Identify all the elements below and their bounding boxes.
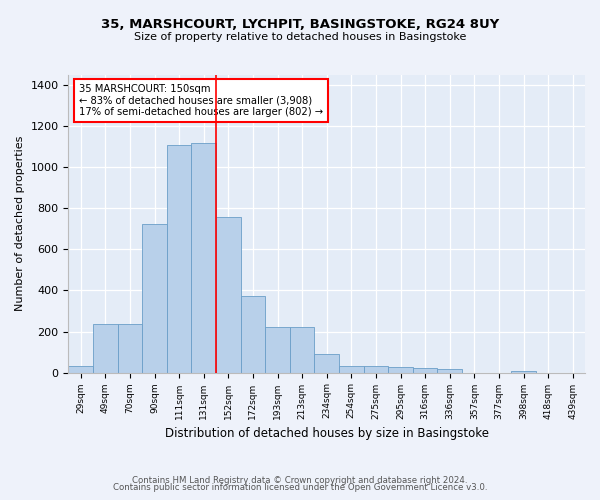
Bar: [216, 216, 241, 372]
Bar: [68, 366, 93, 372]
Bar: [191, 142, 216, 372]
Text: Contains public sector information licensed under the Open Government Licence v3: Contains public sector information licen…: [113, 484, 487, 492]
Bar: [265, 328, 290, 372]
Bar: [437, 370, 462, 372]
Bar: [93, 324, 118, 372]
Bar: [511, 370, 536, 372]
Bar: [167, 145, 191, 372]
Bar: [314, 354, 339, 372]
Bar: [364, 366, 388, 372]
Text: 35 MARSHCOURT: 150sqm
← 83% of detached houses are smaller (3,908)
17% of semi-d: 35 MARSHCOURT: 150sqm ← 83% of detached …: [79, 84, 323, 117]
Y-axis label: Number of detached properties: Number of detached properties: [15, 136, 25, 312]
Bar: [388, 368, 413, 372]
Text: 35, MARSHCOURT, LYCHPIT, BASINGSTOKE, RG24 8UY: 35, MARSHCOURT, LYCHPIT, BASINGSTOKE, RG…: [101, 18, 499, 30]
X-axis label: Distribution of detached houses by size in Basingstoke: Distribution of detached houses by size …: [165, 427, 489, 440]
Bar: [290, 328, 314, 372]
Text: Size of property relative to detached houses in Basingstoke: Size of property relative to detached ho…: [134, 32, 466, 42]
Bar: [118, 324, 142, 372]
Bar: [142, 224, 167, 372]
Bar: [241, 296, 265, 372]
Bar: [413, 368, 437, 372]
Bar: [339, 366, 364, 372]
Text: Contains HM Land Registry data © Crown copyright and database right 2024.: Contains HM Land Registry data © Crown c…: [132, 476, 468, 485]
